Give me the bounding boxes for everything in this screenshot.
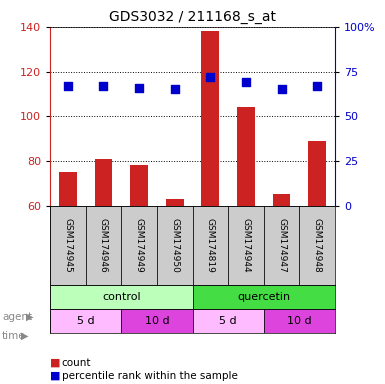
Text: GSM174944: GSM174944 xyxy=(241,218,250,273)
Bar xyxy=(308,141,326,339)
Bar xyxy=(95,159,112,339)
Bar xyxy=(157,205,192,285)
Text: percentile rank within the sample: percentile rank within the sample xyxy=(62,371,238,381)
Text: GSM174950: GSM174950 xyxy=(170,218,179,273)
Title: GDS3032 / 211168_s_at: GDS3032 / 211168_s_at xyxy=(109,10,276,25)
Bar xyxy=(192,309,264,333)
Text: ▶: ▶ xyxy=(26,312,33,322)
Point xyxy=(243,79,249,85)
Point xyxy=(65,83,71,89)
Bar xyxy=(237,107,255,339)
Bar xyxy=(59,172,77,339)
Text: GSM174819: GSM174819 xyxy=(206,218,215,273)
Bar xyxy=(228,205,264,285)
Point xyxy=(207,74,213,80)
Bar xyxy=(85,205,121,285)
Point xyxy=(136,84,142,91)
Text: ■: ■ xyxy=(50,358,60,368)
Text: ▶: ▶ xyxy=(21,331,28,341)
Point xyxy=(100,83,107,89)
Text: GSM174948: GSM174948 xyxy=(313,218,321,273)
Text: GSM174949: GSM174949 xyxy=(135,218,144,273)
Bar xyxy=(192,285,335,309)
Bar xyxy=(121,309,192,333)
Bar xyxy=(166,199,184,339)
Bar xyxy=(50,309,121,333)
Text: GSM174946: GSM174946 xyxy=(99,218,108,273)
Bar xyxy=(192,205,228,285)
Text: control: control xyxy=(102,292,141,302)
Bar xyxy=(130,166,148,339)
Text: agent: agent xyxy=(2,312,32,322)
Text: GSM174945: GSM174945 xyxy=(64,218,72,273)
Bar xyxy=(201,31,219,339)
Text: 5 d: 5 d xyxy=(77,316,94,326)
Text: ■: ■ xyxy=(50,371,60,381)
Text: count: count xyxy=(62,358,91,368)
Point xyxy=(314,83,320,89)
Bar xyxy=(300,205,335,285)
Text: 10 d: 10 d xyxy=(145,316,169,326)
Text: time: time xyxy=(2,331,25,341)
Point xyxy=(278,86,285,93)
Point xyxy=(172,86,178,93)
Text: quercetin: quercetin xyxy=(237,292,290,302)
Bar xyxy=(50,285,192,309)
Bar xyxy=(50,205,85,285)
Text: GSM174947: GSM174947 xyxy=(277,218,286,273)
Bar xyxy=(273,194,290,339)
Bar xyxy=(264,309,335,333)
Bar xyxy=(121,205,157,285)
Bar xyxy=(264,205,300,285)
Text: 10 d: 10 d xyxy=(287,316,311,326)
Text: 5 d: 5 d xyxy=(219,316,237,326)
